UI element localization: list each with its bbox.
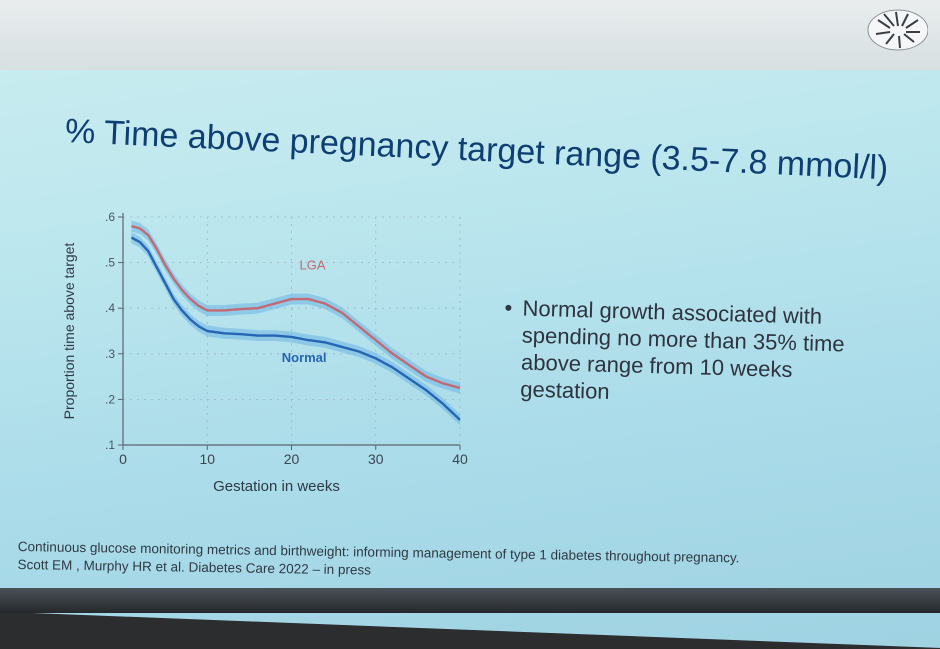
- y-tick-label-1: .2: [105, 392, 115, 406]
- x-tick-label-0: 0: [119, 451, 127, 467]
- x-tick-label-1: 10: [199, 451, 215, 467]
- x-axis-label: Gestation in weeks: [213, 478, 340, 495]
- time-above-range-chart: .1 .2 .3 .4 .5 .6 0 10 20 30 40 Gestation in weeks P…: [61, 210, 468, 495]
- y-tick-label-3: .4: [105, 301, 115, 315]
- series-label-normal: Normal: [282, 350, 327, 365]
- y-tick-label-0: .1: [105, 438, 115, 452]
- y-tick-label-4: .5: [105, 256, 115, 270]
- screen-bottom-edge: [0, 588, 940, 613]
- bullet-icon: •: [504, 294, 513, 321]
- y-axis-label: Proportion time above target: [61, 243, 77, 420]
- y-tick-label-2: .3: [105, 347, 115, 361]
- x-tick-label-2: 20: [284, 451, 300, 467]
- x-tick-label-4: 40: [452, 451, 468, 467]
- series-line-normal: [130, 236, 461, 421]
- series-line-lga: [131, 224, 461, 390]
- y-tick-label-5: .6: [105, 210, 115, 224]
- ceiling: [0, 0, 940, 70]
- x-tick-label-3: 30: [368, 451, 384, 467]
- bullet-point: • Normal growth associated with spending…: [502, 294, 885, 413]
- series-band-1: [131, 232, 461, 426]
- bullet-text: Normal growth associated with spending n…: [520, 295, 845, 404]
- series-label-lga: LGA: [300, 257, 326, 272]
- ceiling-vent-icon: [867, 9, 928, 51]
